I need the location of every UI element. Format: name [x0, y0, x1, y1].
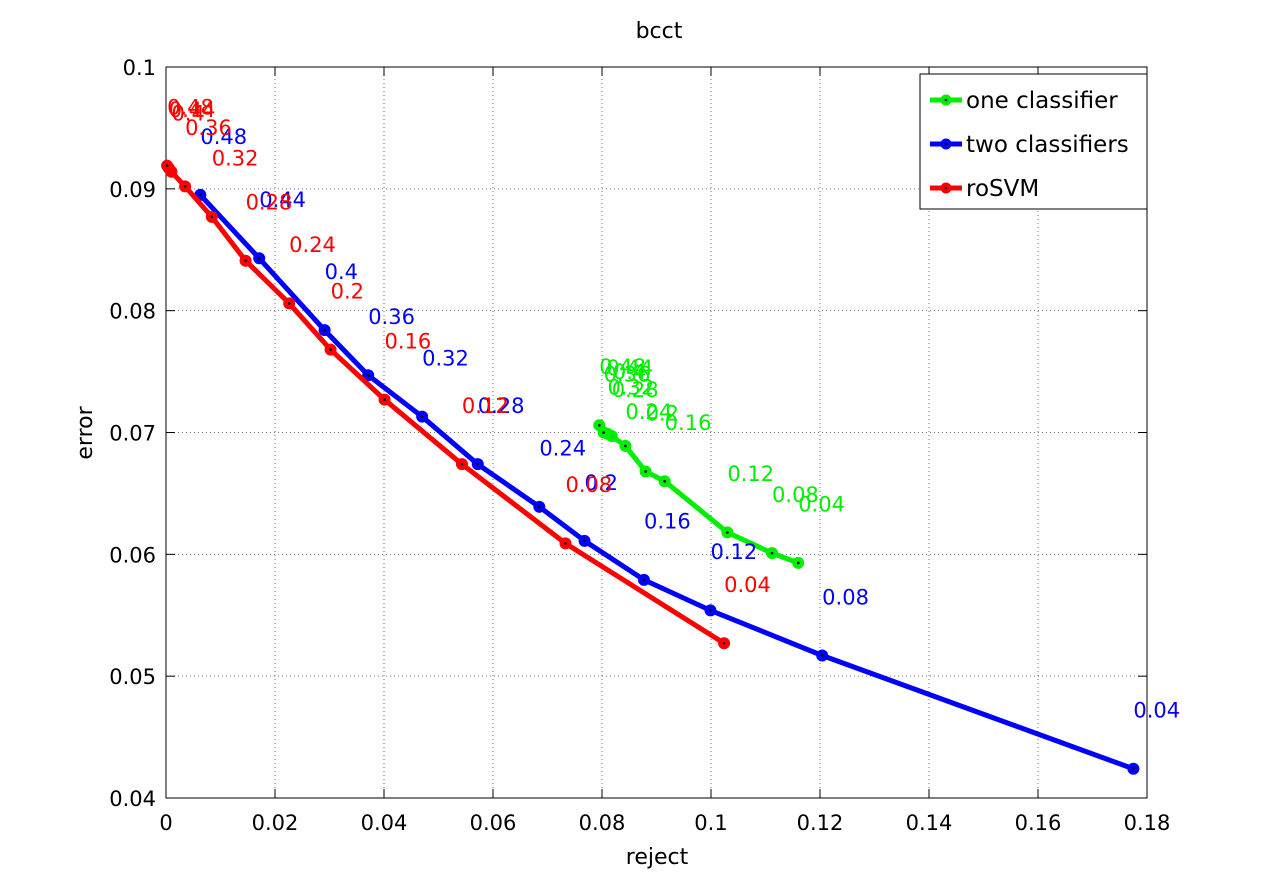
data-label: 0.4: [171, 102, 204, 126]
data-point-center: [329, 348, 332, 351]
data-point-center: [383, 398, 386, 401]
data-point-center: [538, 505, 541, 509]
data-label: 0.32: [212, 147, 259, 171]
data-label: 0.32: [422, 346, 469, 370]
x-tick-label: 0.1: [694, 811, 727, 835]
x-tick-label: 0.04: [361, 811, 408, 835]
data-point-center: [770, 551, 774, 555]
plot-area: 0 0.02 0.04 0.06 0.08 0.1 0.12 0.14 0.16 0.18 0.04…: [109, 56, 1180, 835]
legend-label-2: roSVM: [966, 176, 1039, 202]
data-label: 0.08: [772, 483, 819, 507]
data-label: 0.12: [727, 462, 774, 486]
x-tick-label: 0.08: [579, 811, 626, 835]
data-point-center: [663, 479, 666, 483]
x-tick-label: 0.12: [797, 811, 844, 835]
data-label: 0.4: [613, 360, 646, 384]
data-point-center: [709, 609, 712, 612]
data-point-center: [323, 328, 326, 332]
data-label: 0.44: [169, 98, 216, 122]
data-label: 0.04: [1133, 699, 1180, 723]
data-point-center: [420, 415, 424, 418]
data-label: 0.28: [246, 191, 293, 215]
data-point-center: [796, 561, 800, 565]
x-tick-label: 0.06: [470, 811, 517, 835]
legend-label-1: two classifiers: [966, 132, 1129, 158]
y-tick-label: 0.05: [109, 665, 156, 689]
data-label: 0.16: [665, 411, 712, 435]
data-label: 0.44: [606, 356, 653, 380]
data-point-center: [722, 641, 726, 645]
data-label: 0.04: [798, 493, 845, 517]
data-label: 0.08: [822, 585, 869, 609]
data-point-center: [583, 539, 586, 543]
y-tick-label: 0.07: [109, 422, 156, 446]
data-point-center: [642, 578, 646, 582]
x-tick-label: 0.14: [906, 811, 953, 835]
data-label: 0.24: [625, 400, 672, 424]
data-point-center: [820, 654, 824, 657]
data-label: 0.24: [539, 437, 586, 461]
data-point-center: [624, 444, 627, 448]
y-axis-title: error: [73, 405, 98, 459]
data-point-center: [366, 373, 370, 377]
data-point-center: [244, 259, 247, 263]
data-label: 0.28: [478, 394, 525, 418]
data-label: 0.4: [325, 260, 358, 284]
series-line-1: [198, 193, 1135, 772]
x-tick-label: 0.18: [1124, 811, 1171, 835]
chart-title: bcct: [636, 19, 683, 44]
data-label: 0.12: [710, 540, 757, 564]
x-tick-label: 0: [159, 811, 172, 835]
data-point-center: [602, 431, 605, 434]
data-label: 0.16: [644, 510, 691, 534]
data-point-center: [183, 185, 187, 188]
data-point-center: [210, 215, 214, 219]
data-label: 0.16: [385, 329, 432, 353]
data-point-center: [460, 462, 464, 466]
legend-marker-center-1: [944, 142, 948, 146]
data-label: 0.28: [612, 378, 659, 402]
y-tick-label: 0.06: [109, 543, 156, 567]
data-point-center: [199, 193, 202, 197]
data-point-center: [165, 164, 169, 167]
legend-marker-center-0: [944, 98, 948, 102]
data-label: 0.36: [368, 305, 415, 329]
data-label: 0.12: [462, 394, 509, 418]
x-axis-title: reject: [626, 845, 689, 870]
data-point-center: [287, 302, 291, 305]
data-label: 0.32: [607, 376, 654, 400]
data-label: 0.24: [289, 233, 336, 257]
data-label: 0.36: [604, 362, 651, 386]
data-label: 0.2: [585, 471, 618, 495]
data-label: 0.48: [167, 96, 214, 120]
data-label: 0.08: [565, 473, 612, 497]
data-label: 0.48: [599, 355, 646, 379]
legend-marker-center-2: [944, 186, 948, 190]
y-tick-label: 0.08: [109, 300, 156, 324]
legend-label-0: one classifier: [966, 88, 1118, 114]
y-tick-label: 0.09: [109, 178, 156, 202]
data-label: 0.2: [331, 279, 364, 303]
data-label: 0.36: [185, 116, 232, 140]
y-tick-label: 0.04: [109, 787, 156, 811]
data-label: 0.04: [724, 573, 771, 597]
data-point-center: [1132, 767, 1135, 771]
x-tick-label: 0.16: [1015, 811, 1062, 835]
data-label: 0.2: [646, 401, 679, 425]
data-point-center: [597, 423, 601, 427]
y-tick-label: 0.1: [123, 56, 156, 80]
x-tick-label: 0.02: [252, 811, 299, 835]
data-point-center: [476, 462, 480, 466]
data-point-center: [564, 542, 567, 545]
data-point-center: [257, 256, 261, 260]
data-point-center: [644, 470, 647, 473]
data-point-center: [726, 531, 729, 534]
data-label: 0.44: [259, 188, 306, 212]
data-label: 0.48: [200, 125, 247, 149]
